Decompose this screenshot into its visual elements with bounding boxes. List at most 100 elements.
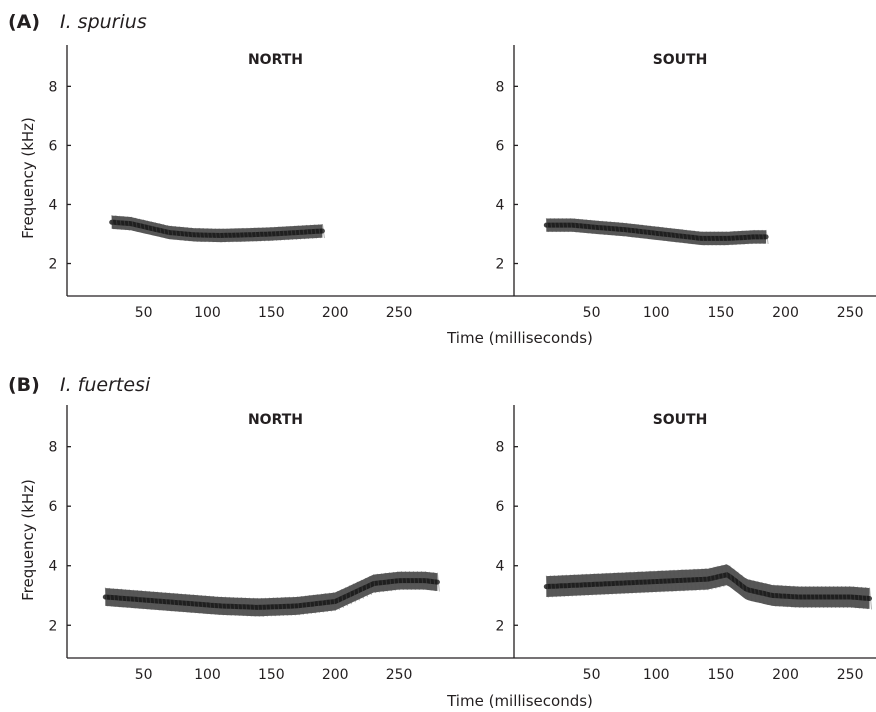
spectrogram-striation	[238, 227, 242, 243]
spectrogram-striation	[773, 584, 777, 607]
y-tick-label: 8	[49, 440, 58, 456]
spectrogram-striation	[308, 595, 312, 614]
spectrogram-striation	[306, 224, 310, 240]
x-tick-label: 200	[322, 667, 349, 683]
spectrogram-striation	[777, 584, 781, 607]
spectrogram-striation	[669, 569, 673, 592]
spectrogram-striation	[252, 597, 256, 617]
spectrogram-striation	[581, 573, 585, 596]
spectrogram-striation	[653, 225, 657, 241]
spectrogram-striation	[143, 219, 147, 234]
x-tick-label: 50	[583, 305, 601, 321]
spectrogram-striation	[725, 564, 729, 586]
spectrogram-striation	[266, 227, 270, 242]
spectrogram-striation	[404, 571, 408, 591]
spectrogram-striation	[677, 228, 681, 243]
spectrogram-striation	[645, 570, 649, 593]
region-title: NORTH	[248, 52, 303, 68]
spectrogram-striation	[697, 230, 701, 246]
spectrogram-striation	[392, 571, 396, 591]
spectrogram-striation	[601, 220, 605, 235]
x-tick-label: 200	[772, 667, 799, 683]
spectrogram-striation	[218, 228, 222, 243]
spectrogram-striation	[553, 218, 557, 233]
spectrogram-striation	[356, 581, 360, 601]
spectrogram-striation	[272, 597, 276, 617]
spectrogram-striation	[408, 571, 412, 591]
spectrogram-striation	[298, 225, 302, 240]
spectrogram-striation	[621, 222, 625, 237]
spectrogram-striation	[186, 227, 190, 242]
spectrogram-striation	[549, 218, 553, 233]
spectrogram-striation	[577, 218, 581, 233]
spectrogram-striation	[817, 585, 821, 608]
y-tick-label: 2	[496, 618, 505, 634]
spectrogram-striation	[248, 597, 252, 617]
spectrogram-striation	[104, 587, 108, 607]
panel-a-species: I. spurius	[60, 11, 147, 33]
spectrogram-striation	[112, 588, 116, 608]
spectrogram-striation	[853, 586, 857, 609]
spectrogram-striation	[629, 223, 633, 238]
spectrogram-striation	[589, 573, 593, 596]
spectrogram-striation	[765, 582, 769, 605]
spectrogram-striation	[256, 597, 260, 617]
spectrogram-striation	[801, 585, 805, 608]
y-tick-label: 4	[496, 197, 505, 213]
panel-b-x-axis-title: Time (milliseconds)	[446, 692, 593, 710]
spectrogram-striation	[310, 224, 313, 239]
spectrogram-striation	[180, 593, 184, 613]
panel-a-label: (A)	[8, 11, 40, 33]
spectrogram-striation	[749, 579, 753, 602]
spectrogram-striation	[661, 226, 665, 241]
spectrogram-striation	[665, 570, 669, 593]
spectrogram-striation	[597, 573, 601, 596]
spectrogram-striation	[729, 565, 733, 588]
spectrogram-striation	[713, 231, 717, 246]
spectrogram-striation	[693, 568, 697, 591]
spectrogram-striation	[160, 591, 164, 611]
spectrogram-striation	[765, 229, 769, 244]
y-tick-label: 2	[496, 257, 505, 273]
spectrogram-striation	[677, 569, 681, 592]
spectrogram-striation	[861, 586, 865, 609]
spectrogram-striation	[228, 596, 232, 616]
spectrogram-striation	[661, 570, 665, 593]
spectrogram-striation	[250, 227, 254, 242]
spectrogram-striation	[645, 225, 649, 240]
spectrogram-striation	[348, 585, 352, 605]
spectrogram-striation	[388, 572, 392, 592]
spectrogram-striation	[701, 231, 705, 246]
spectrogram-striation	[717, 565, 721, 588]
spectrogram-striation	[236, 597, 240, 617]
spectrogram-striation	[188, 594, 192, 613]
x-tick-label: 150	[707, 667, 734, 683]
spectrogram-striation	[204, 595, 208, 615]
panel-b-label: (B)	[8, 374, 40, 396]
spectrogram-striation	[428, 571, 432, 591]
spectrogram-striation	[432, 572, 436, 592]
spectrogram-striation	[545, 575, 549, 598]
spectrogram-striation	[613, 221, 617, 236]
spectrogram-striation	[681, 569, 685, 592]
spectrogram-striation	[336, 591, 340, 610]
spectrogram-striation	[565, 218, 569, 233]
spectrogram-striation	[733, 568, 737, 591]
spectrogram-striation	[202, 228, 206, 243]
panel-b: (B) I. fuertesi Frequency (kHz) Time (mi…	[8, 374, 876, 710]
spectrogram-core	[109, 219, 325, 239]
spectrogram-striation	[111, 215, 115, 230]
spectrogram-striation	[865, 587, 869, 610]
spectrogram-striation	[761, 582, 765, 604]
spectrogram-striation	[693, 230, 697, 245]
spectrogram-striation	[127, 216, 131, 231]
spectrogram-striation	[288, 596, 292, 616]
spectrogram-striation	[689, 568, 693, 591]
spectrogram-striation	[741, 574, 745, 597]
spectrogram-striation	[617, 572, 621, 595]
spectrogram-striation	[757, 581, 761, 604]
spectrogram-striation	[793, 585, 797, 608]
spectrogram-striation	[805, 585, 809, 608]
spectrogram-striation	[222, 228, 226, 243]
spectrogram-striation	[254, 227, 258, 242]
